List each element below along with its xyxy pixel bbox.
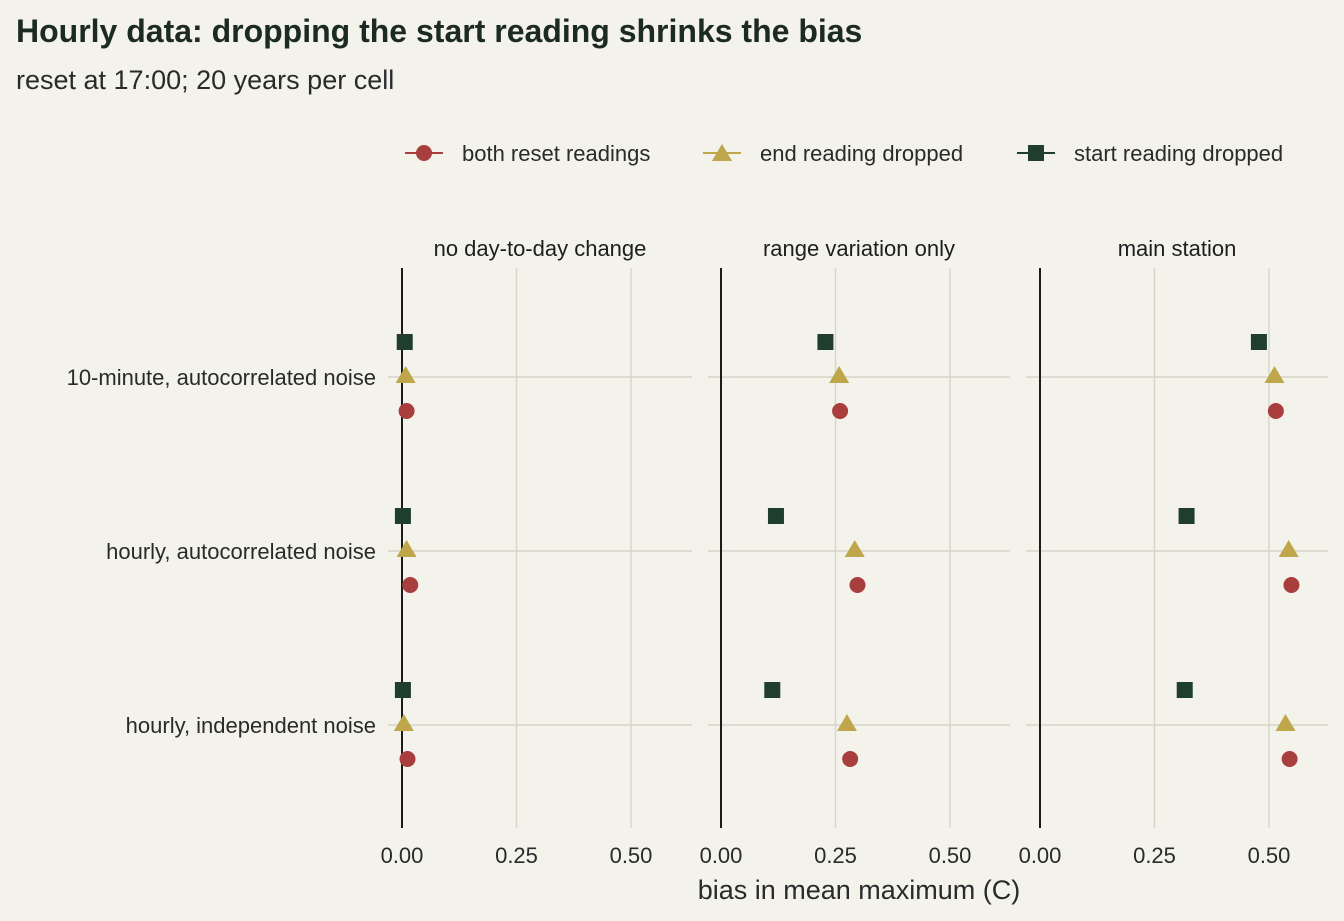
data-point-square xyxy=(1176,682,1193,698)
data-point-triangle xyxy=(1275,714,1296,731)
data-point-square xyxy=(817,334,834,350)
data-point-square xyxy=(394,682,411,698)
y-tick-label: hourly, independent noise xyxy=(126,713,376,738)
data-point-square xyxy=(396,334,413,350)
facet-label: range variation only xyxy=(763,236,955,261)
data-point-circle xyxy=(398,403,415,419)
y-tick-label: 10-minute, autocorrelated noise xyxy=(67,365,376,390)
legend-key-square xyxy=(1028,145,1044,161)
legend-item: end reading dropped xyxy=(703,141,963,166)
x-tick-label: 0.25 xyxy=(814,843,857,868)
x-tick-label: 0.25 xyxy=(495,843,538,868)
data-point-circle xyxy=(1281,751,1298,767)
data-point-triangle xyxy=(1264,366,1285,383)
x-tick-label: 0.00 xyxy=(700,843,743,868)
data-point-triangle xyxy=(1278,540,1299,557)
data-point-circle xyxy=(1267,403,1284,419)
data-point-circle xyxy=(1283,577,1300,593)
data-point-triangle xyxy=(393,714,414,731)
legend-label: both reset readings xyxy=(462,141,650,166)
x-tick-label: 0.50 xyxy=(1248,843,1291,868)
legend-item: both reset readings xyxy=(405,141,650,166)
legend-key-circle xyxy=(416,145,432,161)
data-point-triangle xyxy=(395,366,416,383)
data-point-square xyxy=(764,682,781,698)
panel-1: 0.00 0.25 0.50 no day-to-day change xyxy=(381,236,692,868)
data-point-circle xyxy=(402,577,419,593)
x-tick-label: 0.25 xyxy=(1133,843,1176,868)
data-point-triangle xyxy=(844,540,865,557)
data-point-square xyxy=(1250,334,1267,350)
x-tick-label: 0.00 xyxy=(1019,843,1062,868)
y-tick-label: hourly, autocorrelated noise xyxy=(106,539,376,564)
facet-label: no day-to-day change xyxy=(434,236,647,261)
legend-key-triangle xyxy=(712,144,732,161)
legend-item: start reading dropped xyxy=(1017,141,1283,166)
facet-label: main station xyxy=(1118,236,1237,261)
panel-3: 0.00 0.25 0.50 main station xyxy=(1019,236,1328,868)
data-point-circle xyxy=(849,577,866,593)
data-point-square xyxy=(767,508,784,524)
legend-label: start reading dropped xyxy=(1074,141,1283,166)
x-tick-label: 0.50 xyxy=(610,843,653,868)
panel-2: 0.00 0.25 0.50 range variation only xyxy=(700,236,1010,868)
data-point-circle xyxy=(832,403,849,419)
data-point-circle xyxy=(842,751,859,767)
x-axis-title: bias in mean maximum (C) xyxy=(698,875,1021,905)
legend-label: end reading dropped xyxy=(760,141,963,166)
plot-panels: 0.00 0.25 0.50 no day-to-day change 0.00 0.25… xyxy=(381,236,1328,868)
data-point-circle xyxy=(399,751,416,767)
data-point-triangle xyxy=(396,540,417,557)
x-tick-label: 0.50 xyxy=(929,843,972,868)
y-axis-labels: 10-minute, autocorrelated noise hourly, a… xyxy=(67,365,376,738)
data-point-square xyxy=(1178,508,1195,524)
data-point-triangle xyxy=(829,366,850,383)
data-point-square xyxy=(394,508,411,524)
legend: both reset readings end reading dropped st… xyxy=(405,141,1283,166)
chart-subtitle: reset at 17:00; 20 years per cell xyxy=(16,65,394,95)
chart-title: Hourly data: dropping the start reading … xyxy=(16,13,862,49)
x-tick-label: 0.00 xyxy=(381,843,424,868)
data-point-triangle xyxy=(836,714,857,731)
